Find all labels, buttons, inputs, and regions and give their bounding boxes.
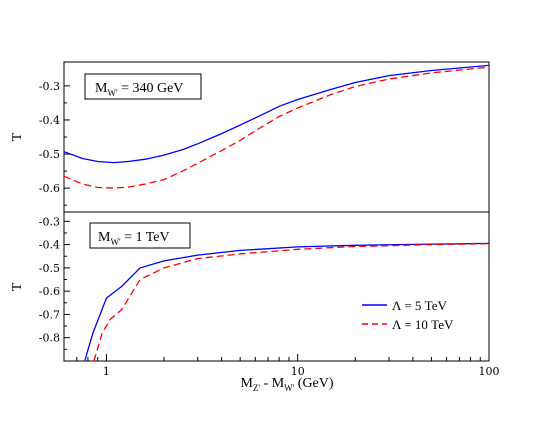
legend-label-5tev: Λ = 5 TeV [392,298,447,313]
top-y-ticks: -0.3 -0.4 -0.5 -0.6 [39,80,70,206]
y-tick-label: -0.3 [39,215,60,228]
legend-label-10tev: Λ = 10 TeV [392,317,454,332]
bottom-annotation-main: M [98,230,111,245]
x-axis-label-tail: (GeV) [294,376,334,391]
x-tick-label: 100 [479,365,500,378]
top-panel: -0.3 -0.4 -0.5 -0.6 T MW' = 340 GeV [10,61,490,213]
legend: Λ = 5 TeV Λ = 10 TeV [362,298,454,332]
y-tick-label: -0.3 [39,80,60,93]
series-line-5tev [64,64,489,164]
x-axis-label-mid: - M [260,376,285,391]
x-tick-label: 10 [291,365,305,378]
bottom-annotation-sub: W' [110,237,120,247]
y-tick-label: -0.8 [39,332,60,345]
bottom-y-axis-label: T [10,282,25,291]
y-tick-label: -0.6 [39,285,60,298]
bottom-y-ticks: -0.3 -0.4 -0.5 -0.6 -0.7 -0.8 [39,215,70,350]
bottom-x-ticks: 1 10 100 [76,354,500,378]
x-axis-label: MZ' - MW' (GeV) [240,376,333,393]
y-tick-label: -0.5 [39,148,60,161]
y-tick-label: -0.6 [39,182,60,195]
y-tick-label: -0.4 [39,239,60,252]
bottom-lines [84,242,489,361]
bottom-panel: -0.3-0.4-0.5-0.6-0.7-0.8 1 10 100 T MW' = … [10,211,500,393]
y-tick-label: -0.4 [39,114,60,127]
x-axis-label-a-sub: Z' [253,383,260,393]
top-lines [64,64,489,189]
top-annotation-box: MW' = 340 GeV [84,73,202,100]
bottom-annotation-box: MW' = 1 TeV [89,222,191,249]
x-tick-label: 1 [103,365,110,378]
x-axis-label-b-sub: W' [284,383,294,393]
top-annotation-main: M [95,81,108,96]
top-annotation-sub: W' [107,88,117,98]
top-annotation-rest: = 340 GeV [118,81,184,96]
x-axis-label-a: M [240,376,253,391]
y-tick-label: -0.5 [39,262,60,275]
top-y-axis-label: T [10,132,25,141]
series-line-10tev [64,66,489,189]
svg-text:MW' = 340 GeV: MW' = 340 GeV [95,81,183,98]
y-tick-label: -0.7 [39,308,60,321]
bottom-annotation-rest: = 1 TeV [121,230,170,245]
svg-text:MW' = 1 TeV: MW' = 1 TeV [98,230,170,247]
bottom-plot-frame [63,211,490,362]
series-line-5tev [84,242,489,361]
